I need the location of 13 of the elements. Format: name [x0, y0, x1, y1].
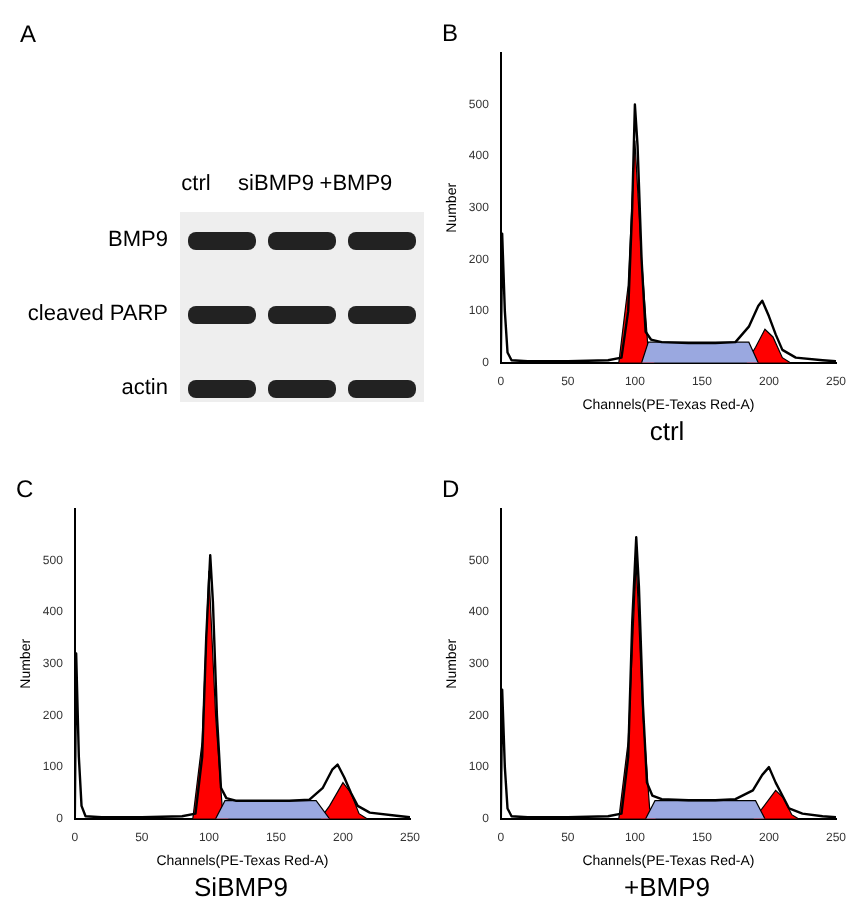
- chart-title: D: [442, 475, 460, 504]
- chart-title: B: [442, 19, 459, 48]
- category-label: BMP9: [108, 228, 168, 252]
- text: +BMP9: [622, 872, 712, 902]
- category-label: ctrl: [179, 172, 213, 196]
- category-label: cleaved PARP: [27, 302, 168, 326]
- category-label: +BMP9: [317, 172, 395, 196]
- chart-title: C: [16, 475, 34, 504]
- category-label: siBMP9: [236, 172, 316, 196]
- text: SiBMP9: [192, 872, 290, 902]
- text: A: [20, 20, 37, 48]
- text: ctrl: [647, 416, 687, 446]
- category-label: actin: [121, 376, 168, 400]
